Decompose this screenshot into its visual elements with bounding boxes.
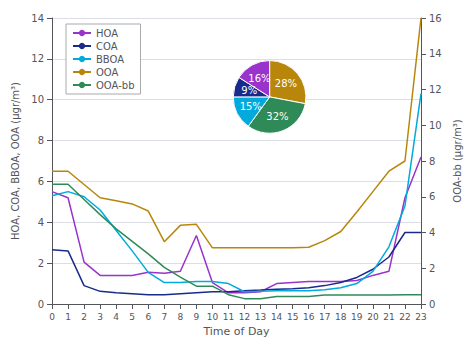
svg-text:2: 2: [38, 258, 44, 269]
svg-text:10: 10: [207, 312, 219, 322]
svg-text:7: 7: [161, 312, 167, 322]
svg-text:OOA-bb: OOA-bb: [96, 80, 135, 91]
svg-text:OOA-bb (μgr/m³): OOA-bb (μgr/m³): [452, 119, 463, 203]
svg-text:20: 20: [367, 312, 379, 322]
svg-text:12: 12: [429, 84, 442, 95]
svg-text:32%: 32%: [266, 111, 288, 122]
svg-text:22: 22: [399, 312, 410, 322]
svg-text:8: 8: [429, 156, 435, 167]
svg-text:14: 14: [31, 13, 44, 24]
svg-text:15%: 15%: [240, 101, 262, 112]
svg-text:8: 8: [177, 312, 183, 322]
svg-text:19: 19: [351, 312, 363, 322]
svg-text:23: 23: [415, 312, 426, 322]
svg-text:17: 17: [319, 312, 330, 322]
svg-text:0: 0: [49, 312, 55, 322]
svg-text:14: 14: [429, 48, 442, 59]
svg-text:HOA, COA, BBOA, OOA (μgr/m³): HOA, COA, BBOA, OOA (μgr/m³): [10, 82, 21, 240]
svg-text:4: 4: [429, 227, 435, 238]
svg-text:3: 3: [97, 312, 103, 322]
svg-text:8: 8: [38, 135, 44, 146]
svg-text:10: 10: [429, 120, 442, 131]
svg-text:9: 9: [194, 312, 200, 322]
svg-text:6: 6: [429, 191, 435, 202]
svg-text:BBOA: BBOA: [96, 54, 124, 65]
svg-text:OOA: OOA: [96, 67, 119, 78]
svg-text:2: 2: [429, 263, 435, 274]
svg-text:28%: 28%: [275, 78, 297, 89]
svg-text:6: 6: [38, 176, 44, 187]
svg-text:Time of Day: Time of Day: [202, 325, 270, 338]
svg-text:12: 12: [239, 312, 250, 322]
svg-text:10: 10: [31, 94, 44, 105]
svg-text:0: 0: [429, 299, 435, 310]
svg-text:6: 6: [145, 312, 151, 322]
svg-text:COA: COA: [96, 41, 118, 52]
svg-text:14: 14: [271, 312, 283, 322]
svg-text:13: 13: [255, 312, 266, 322]
svg-text:21: 21: [383, 312, 394, 322]
svg-text:4: 4: [38, 217, 44, 228]
svg-text:16: 16: [303, 312, 315, 322]
svg-text:16: 16: [429, 13, 442, 24]
svg-text:5: 5: [129, 312, 135, 322]
svg-text:15: 15: [287, 312, 298, 322]
svg-text:12: 12: [31, 53, 44, 64]
svg-text:2: 2: [81, 312, 87, 322]
svg-text:9%: 9%: [241, 85, 257, 96]
svg-text:16%: 16%: [248, 73, 270, 84]
svg-text:1: 1: [65, 312, 71, 322]
svg-text:HOA: HOA: [96, 28, 118, 39]
svg-text:18: 18: [335, 312, 347, 322]
svg-text:4: 4: [113, 312, 119, 322]
svg-text:11: 11: [223, 312, 234, 322]
svg-text:0: 0: [38, 299, 44, 310]
